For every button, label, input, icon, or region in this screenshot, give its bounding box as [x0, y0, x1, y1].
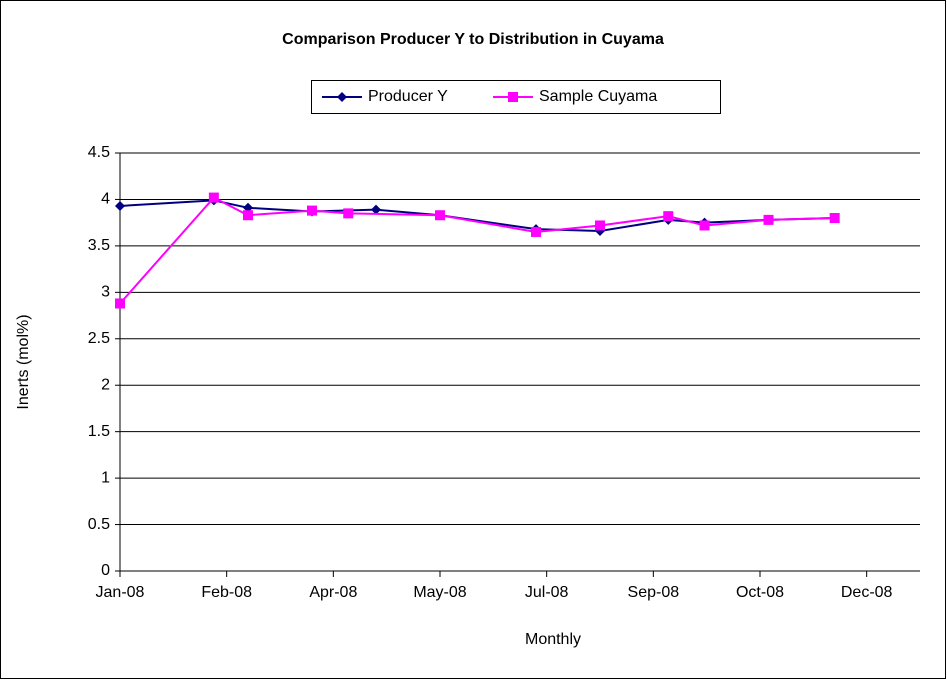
series-line	[119, 199, 835, 233]
legend-marker	[508, 92, 518, 102]
chart-title: Comparison Producer Y to Distribution in…	[282, 31, 664, 48]
x-tick-label: Jan-08	[96, 584, 145, 601]
x-tick-label: Feb-08	[201, 584, 252, 601]
data-point	[115, 298, 125, 309]
data-point	[763, 214, 774, 225]
data-point	[208, 192, 219, 203]
x-tick-label: Oct-08	[736, 584, 784, 601]
x-tick-label: Sep-08	[628, 584, 680, 601]
y-tick-label: 3	[101, 284, 110, 301]
y-tick-label: 0	[101, 562, 110, 579]
data-point	[115, 200, 125, 211]
legend-marker	[337, 92, 347, 102]
data-point	[699, 220, 710, 231]
legend-label: Sample Cuyama	[539, 88, 657, 105]
y-tick-label: 4.5	[88, 144, 110, 161]
y-axis-title: Inerts (mol%)	[15, 314, 32, 409]
y-tick-label: 1	[101, 469, 110, 486]
y-tick-label: 4	[101, 191, 110, 208]
data-point	[531, 226, 541, 237]
data-point	[343, 208, 354, 219]
data-point	[307, 205, 317, 216]
x-axis-title: Monthly	[525, 631, 581, 648]
y-tick-label: 0.5	[88, 516, 110, 533]
data-point	[829, 213, 840, 224]
legend-label: Producer Y	[368, 88, 448, 105]
data-point	[243, 210, 253, 221]
y-tick-label: 1.5	[88, 423, 110, 440]
data-point	[663, 211, 674, 222]
y-tick-label: 2	[101, 376, 110, 393]
y-tick-label: 3.5	[88, 237, 110, 254]
series-line	[119, 196, 835, 305]
data-point	[371, 204, 381, 215]
x-tick-label: Dec-08	[841, 584, 893, 601]
x-tick-label: Apr-08	[309, 584, 357, 601]
x-tick-label: Jul-08	[525, 584, 569, 601]
x-tick-label: May-08	[413, 584, 466, 601]
data-point	[595, 220, 605, 231]
data-point	[435, 210, 445, 221]
y-tick-label: 2.5	[88, 330, 110, 347]
